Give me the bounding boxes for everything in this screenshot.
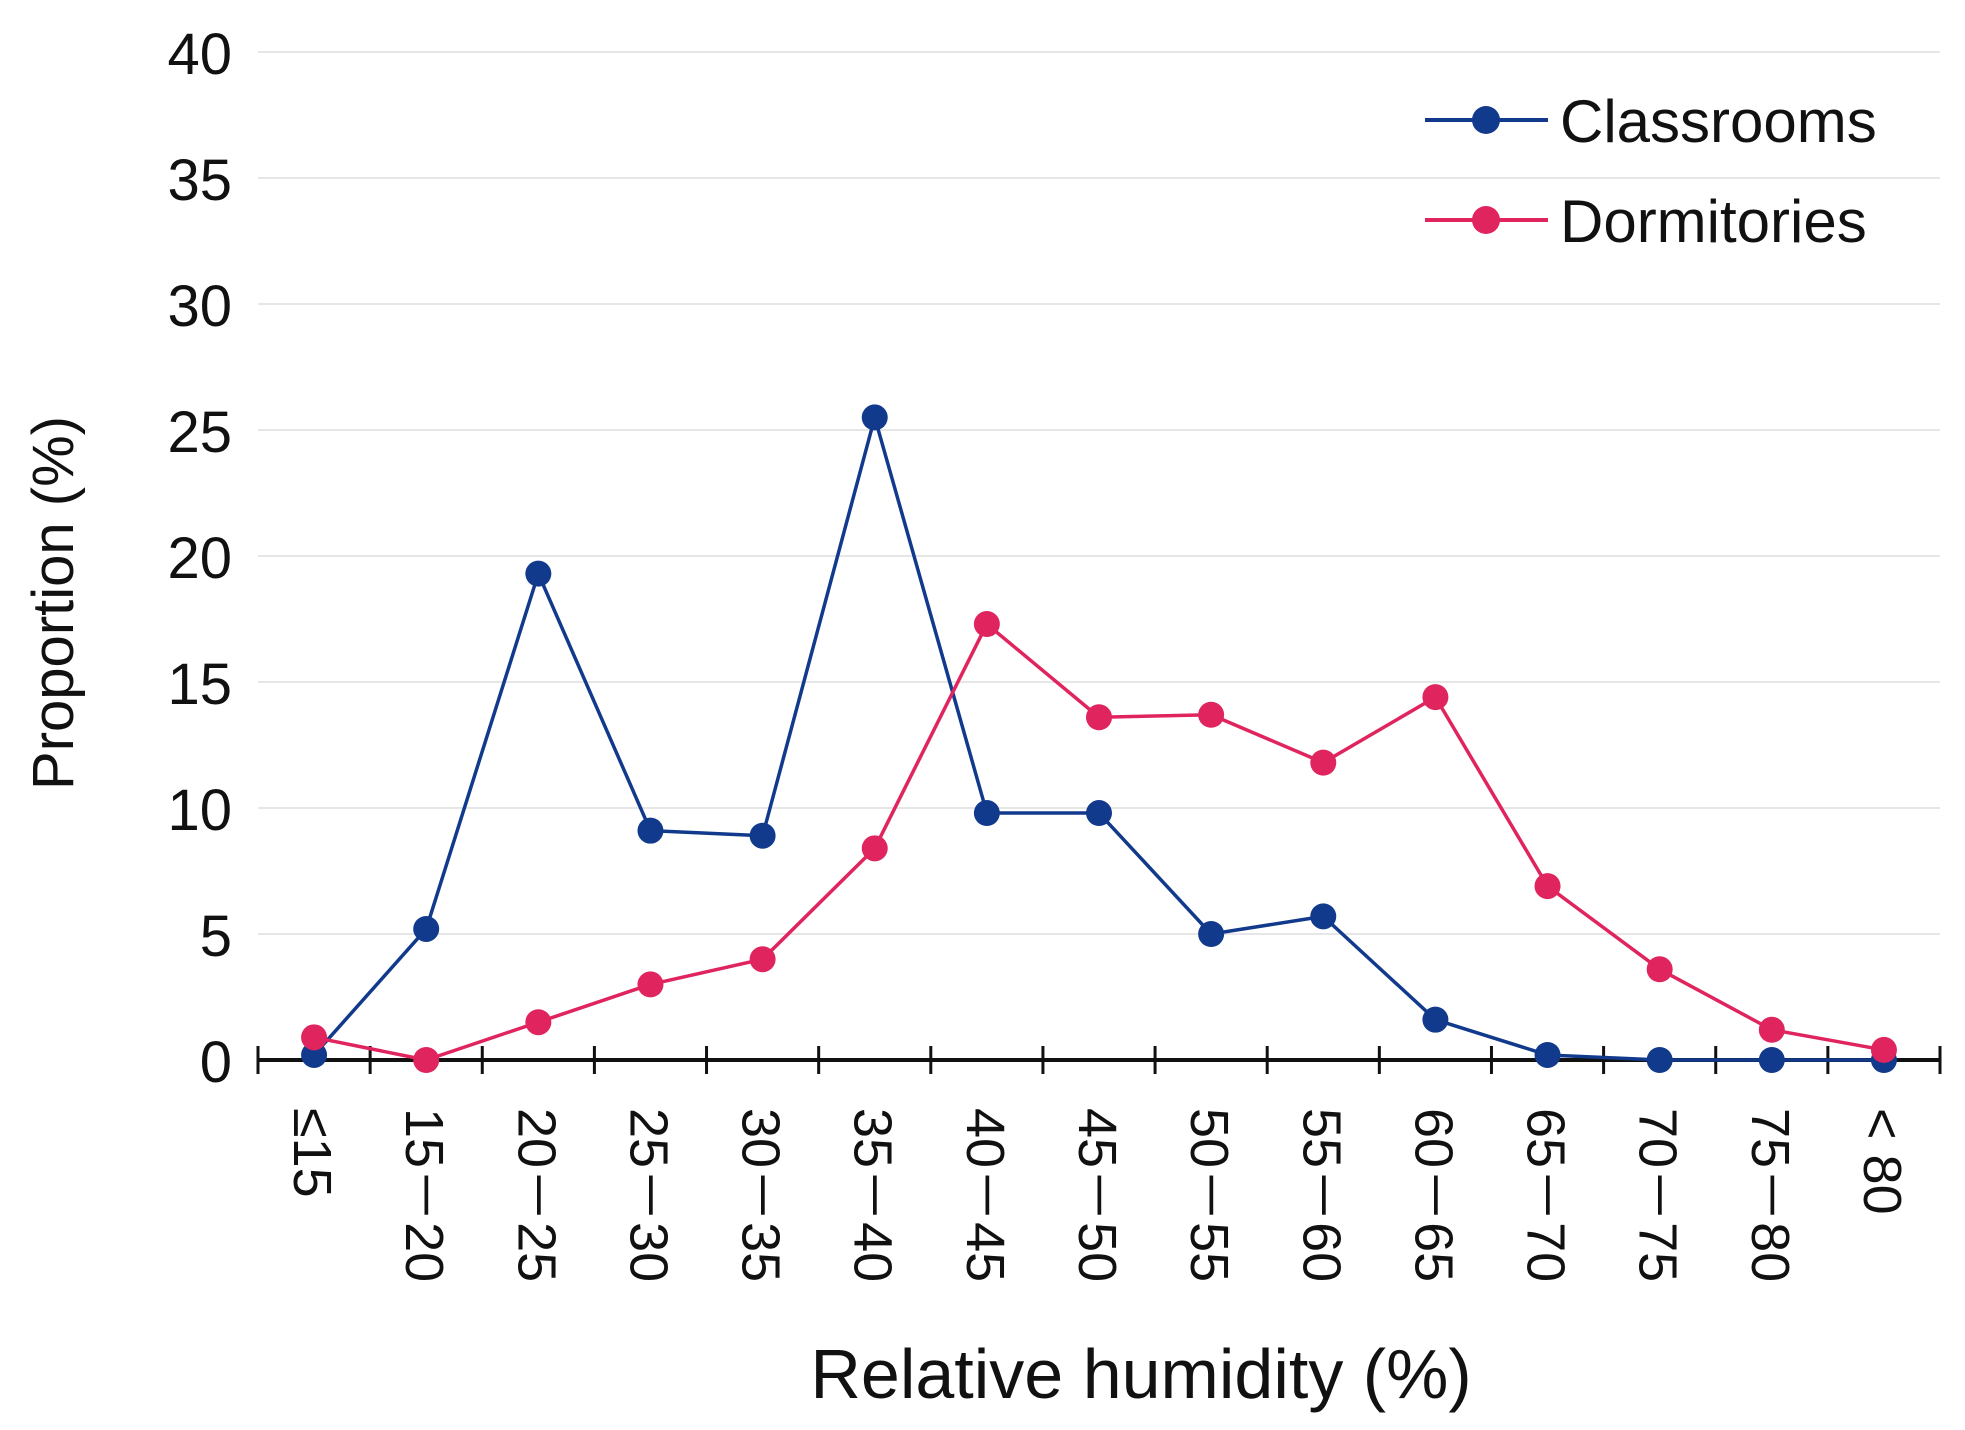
data-point (862, 404, 888, 430)
x-tick-label: 40－45 (955, 1108, 1015, 1282)
y-tick-label: 20 (167, 526, 232, 591)
series-dormitories (301, 611, 1897, 1073)
legend-item-dormitories: Dormitories (1425, 188, 1867, 255)
legend-label: Dormitories (1560, 188, 1867, 255)
data-point (750, 946, 776, 972)
data-point (413, 1047, 439, 1073)
y-tick-label: 10 (167, 778, 232, 843)
legend: Classrooms Dormitories (1425, 88, 1877, 255)
series (301, 404, 1897, 1073)
data-point (1759, 1017, 1785, 1043)
data-point (1647, 956, 1673, 982)
data-point (974, 611, 1000, 637)
x-tick-label: 45－50 (1067, 1108, 1127, 1282)
data-point (1759, 1047, 1785, 1073)
data-point (1535, 873, 1561, 899)
x-tick-label: 75－80 (1740, 1108, 1800, 1282)
x-tick-label: 65－70 (1516, 1108, 1576, 1282)
x-tick-label: < 80 (1852, 1108, 1912, 1215)
x-tick-label: 20－25 (506, 1108, 566, 1282)
x-tick-label: 60－65 (1403, 1108, 1463, 1282)
data-point (750, 823, 776, 849)
data-point (1871, 1037, 1897, 1063)
data-point (862, 835, 888, 861)
data-point (301, 1024, 327, 1050)
data-point (974, 800, 1000, 826)
data-point (1535, 1042, 1561, 1068)
x-tick-label: ≤15 (282, 1108, 342, 1198)
y-tick-label: 0 (200, 1030, 232, 1095)
series-line (314, 624, 1884, 1060)
x-tick-label: 70－75 (1628, 1108, 1688, 1282)
data-point (1422, 1007, 1448, 1033)
data-point (413, 916, 439, 942)
x-tick-label: 30－35 (731, 1108, 791, 1282)
data-point (1422, 684, 1448, 710)
y-tick-label: 35 (167, 148, 232, 213)
y-tick-label: 5 (200, 904, 232, 969)
x-axis-title: Relative humidity (%) (810, 1335, 1471, 1413)
legend-label: Classrooms (1560, 88, 1877, 155)
data-point (637, 971, 663, 997)
data-point (1310, 903, 1336, 929)
x-tick-label: 50－55 (1179, 1108, 1239, 1282)
x-tick-label: 55－60 (1291, 1108, 1351, 1282)
data-point (637, 818, 663, 844)
data-point (1086, 704, 1112, 730)
y-tick-label: 25 (167, 400, 232, 465)
data-point (525, 1009, 551, 1035)
y-axis-title: Proportion (%) (21, 416, 86, 790)
data-point (525, 561, 551, 587)
legend-marker (1472, 206, 1500, 234)
data-point (1647, 1047, 1673, 1073)
data-point (1198, 702, 1224, 728)
y-tick-label: 15 (167, 652, 232, 717)
legend-marker (1472, 106, 1500, 134)
x-tick-label: 15－20 (394, 1108, 454, 1282)
data-point (1198, 921, 1224, 947)
x-tick-label: 25－30 (618, 1108, 678, 1282)
data-point (1086, 800, 1112, 826)
line-chart: 0 5 10 15 20 25 30 35 40 ≤15 15－20 20－25 25－30 30－35 3… (0, 0, 1965, 1430)
y-tick-label: 40 (167, 22, 232, 87)
legend-item-classrooms: Classrooms (1425, 88, 1877, 155)
y-tick-label: 30 (167, 274, 232, 339)
x-tick-label: 35－40 (843, 1108, 903, 1282)
data-point (1310, 750, 1336, 776)
